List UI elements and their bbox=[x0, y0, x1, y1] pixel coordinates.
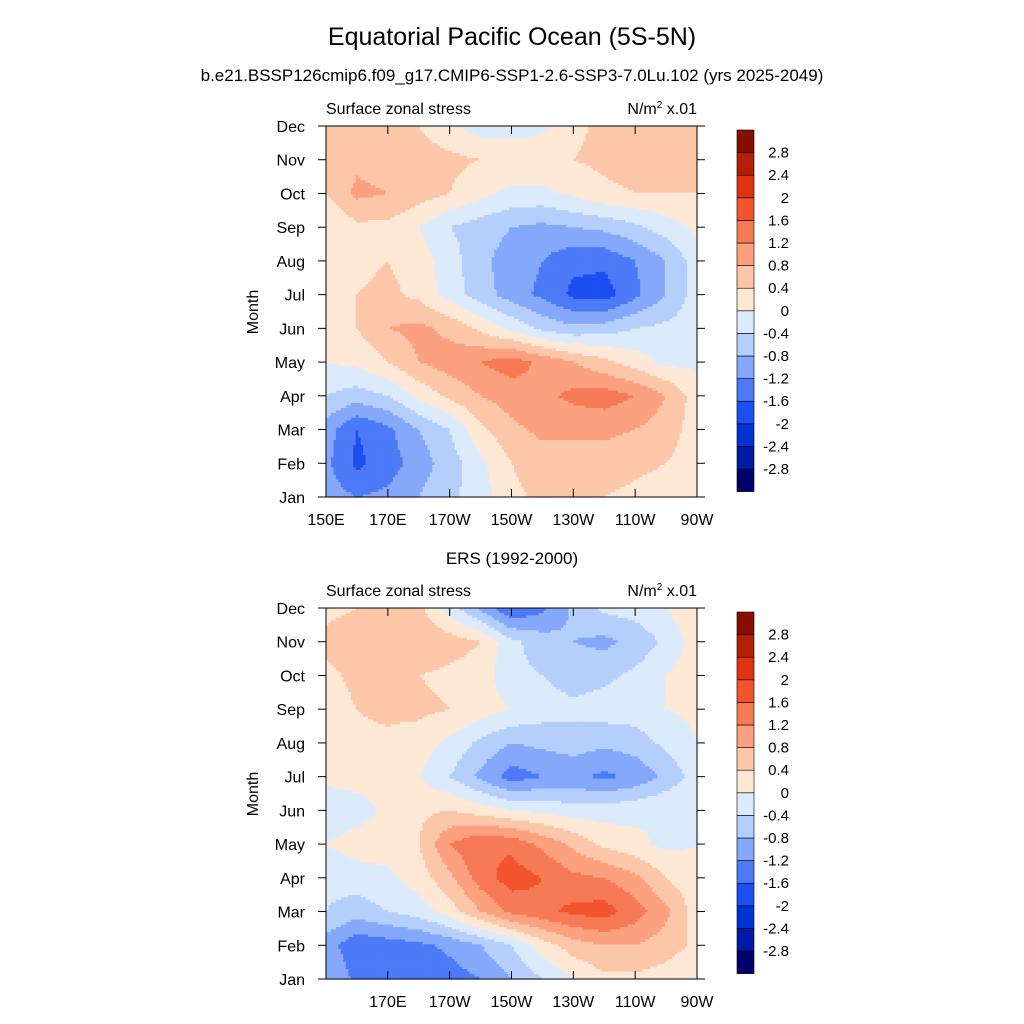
panel-1: Surface zonal stress N/m2 x.01 150E 170E 1… bbox=[245, 100, 789, 529]
figure-title: Equatorial Pacific Ocean (5S-5N) bbox=[328, 23, 696, 51]
panel-1-left-label: Surface zonal stress bbox=[326, 101, 471, 118]
figure-subtitle: b.e21.BSSP126cmip6.f09_g17.CMIP6-SSP1-2.… bbox=[201, 66, 824, 85]
panel-1-units-label: N/m2 x.01 bbox=[627, 100, 697, 118]
panel-1-heatmap bbox=[326, 126, 698, 498]
